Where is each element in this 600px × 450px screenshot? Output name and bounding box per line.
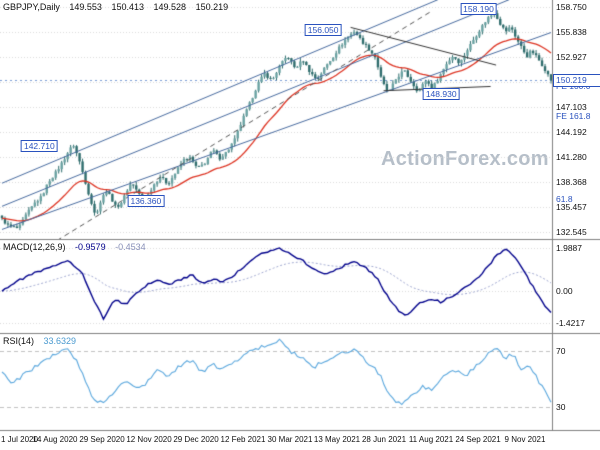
macd-signal-value: -0.4534	[115, 242, 146, 252]
rsi-header: RSI(14) 33.6329	[3, 336, 83, 346]
quote-high: 150.413	[111, 2, 144, 12]
rsi-indicator-label: RSI(14)	[3, 336, 35, 346]
symbol-header: GBPJPY,Daily 149.553 150.413 149.528 150…	[3, 2, 235, 12]
current-price-box: 150.219	[553, 73, 600, 87]
macd-header: MACD(12,26,9) -0.9579 -0.4534	[3, 242, 153, 252]
quote-close: 150.219	[195, 2, 229, 12]
macd-main-value: -0.9579	[75, 242, 106, 252]
quote-low: 149.528	[153, 2, 187, 12]
macd-indicator-label: MACD(12,26,9)	[3, 242, 66, 252]
quote-open: 149.553	[69, 2, 102, 12]
symbol-timeframe-label: GBPJPY,Daily	[3, 2, 60, 12]
rsi-value: 33.6329	[43, 336, 77, 346]
